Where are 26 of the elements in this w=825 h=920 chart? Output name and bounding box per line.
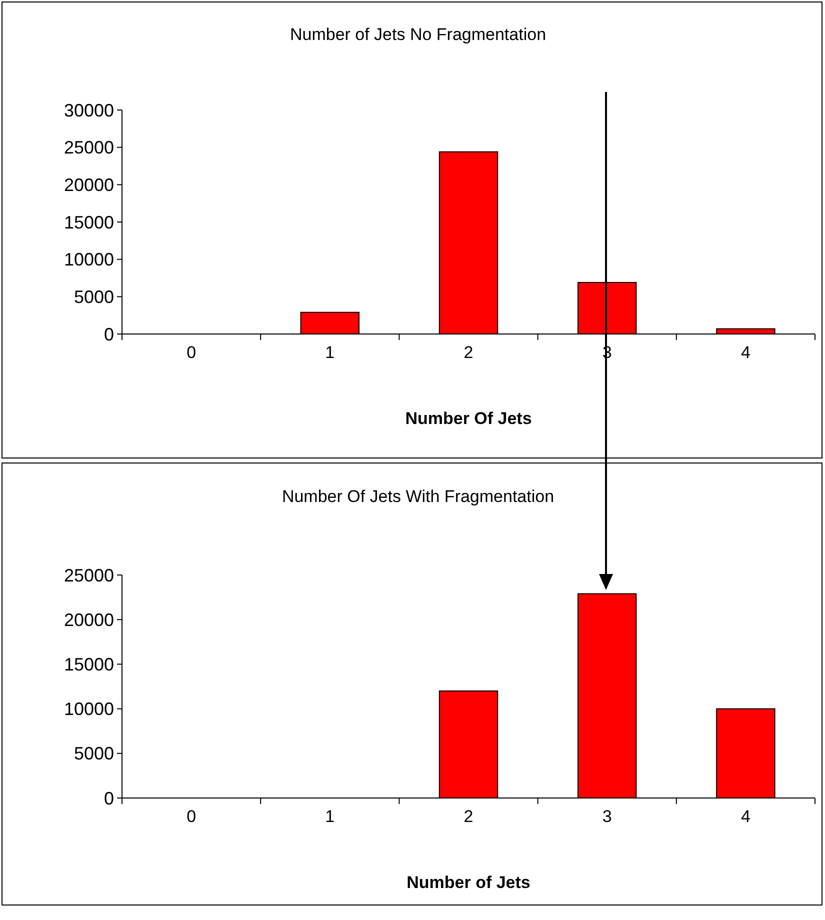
y-tick-label: 5000 bbox=[74, 286, 114, 307]
y-tick-label: 30000 bbox=[64, 100, 114, 120]
y-tick-label: 10000 bbox=[64, 699, 114, 720]
x-tick-label: 1 bbox=[325, 343, 335, 362]
y-tick-label: 0 bbox=[104, 324, 114, 344]
y-tick-label: 15000 bbox=[64, 654, 114, 674]
y-tick-label: 15000 bbox=[64, 212, 114, 232]
x-axis-title: Number of Jets bbox=[406, 873, 530, 892]
x-tick-label: 3 bbox=[602, 807, 612, 826]
x-tick-label: 2 bbox=[464, 343, 474, 362]
y-tick-label: 20000 bbox=[64, 174, 114, 195]
y-tick-label: 20000 bbox=[64, 610, 114, 630]
chart-title: Number Of Jets With Fragmentation bbox=[282, 487, 554, 506]
x-tick-label: 0 bbox=[186, 343, 196, 362]
y-tick-label: 25000 bbox=[64, 138, 114, 158]
x-axis-title: Number Of Jets bbox=[405, 409, 532, 428]
x-tick-label: 4 bbox=[740, 807, 750, 826]
chart-title: Number of Jets No Fragmentation bbox=[290, 25, 546, 44]
y-tick-label: 25000 bbox=[64, 565, 114, 586]
x-tick-label: 4 bbox=[740, 343, 750, 362]
y-tick-label: 5000 bbox=[74, 744, 114, 764]
x-tick-label: 0 bbox=[186, 807, 196, 826]
x-tick-label: 2 bbox=[464, 807, 474, 826]
y-tick-label: 0 bbox=[104, 788, 114, 808]
x-tick-label: 1 bbox=[325, 807, 335, 826]
y-tick-label: 10000 bbox=[64, 250, 114, 270]
